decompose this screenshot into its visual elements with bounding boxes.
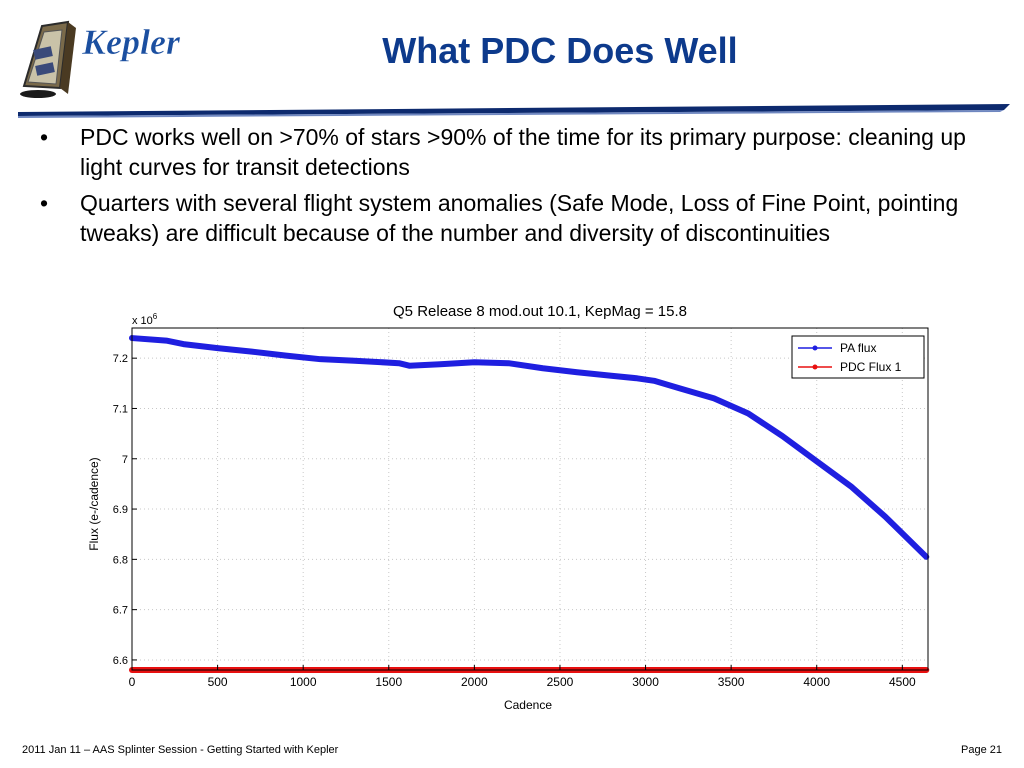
data-point (745, 411, 751, 416)
bullet-item: • PDC works well on >70% of stars >90% o… (40, 122, 1000, 182)
x-tick-label: 0 (129, 675, 136, 689)
data-point (317, 356, 323, 362)
data-point (574, 369, 580, 375)
data-point (608, 373, 614, 379)
x-tick-label: 500 (208, 675, 228, 689)
legend-label: PDC Flux 1 (840, 360, 902, 374)
data-point (249, 349, 255, 355)
legend-marker (812, 364, 818, 370)
logo-text: Kepler (81, 22, 181, 62)
flux-chart: 0 500 1000 1500 2000 2500 3000 3500 4000 4500 6.6 6… (87, 303, 930, 712)
y-tick-label: 7.2 (113, 353, 128, 365)
y-multiplier-exp: 6 (153, 312, 158, 321)
bullet-item: • Quarters with several flight system an… (40, 188, 1000, 248)
plot-area (132, 328, 928, 670)
data-point (283, 353, 289, 359)
data-point (506, 360, 512, 366)
bullet-text: PDC works well on >70% of stars >90% of … (80, 124, 966, 180)
data-point (651, 378, 657, 384)
y-axis-label: Flux (e-/cadence) (87, 457, 101, 550)
x-tick-label: 3000 (632, 675, 659, 689)
data-point (163, 338, 169, 344)
bullet-symbol: • (40, 190, 49, 216)
data-point (908, 539, 914, 545)
data-point (882, 514, 888, 520)
data-point (677, 385, 683, 391)
y-tick-label: 7 (122, 454, 128, 466)
data-point (406, 363, 412, 369)
bullet-text: Quarters with several flight system anom… (80, 190, 959, 246)
title-divider (18, 104, 1010, 118)
data-point (180, 341, 186, 347)
y-multiplier-base: x 10 (132, 315, 153, 327)
y-tick-label: 7.1 (113, 403, 128, 415)
chart-legend: PA flux PDC Flux 1 (791, 335, 925, 379)
footer-text: 2011 Jan 11 – AAS Splinter Session - Get… (22, 744, 339, 756)
data-point (352, 358, 358, 364)
y-tick-label: 6.7 (113, 605, 128, 617)
bullet-list: • PDC works well on >70% of stars >90% o… (40, 122, 1000, 254)
x-tick-label: 2500 (547, 675, 574, 689)
plot-frame (131, 327, 929, 671)
data-point (396, 360, 402, 366)
legend-box (791, 335, 925, 379)
x-tick-label: 1000 (290, 675, 317, 689)
legend-marker (812, 345, 818, 351)
data-point (540, 365, 546, 371)
y-multiplier: x 106 (132, 312, 158, 327)
y-tick-label: 6.8 (113, 554, 128, 566)
data-point (634, 375, 640, 381)
chart-axes: 0 500 1000 1500 2000 2500 3000 3500 4000 4500 6.6 6… (113, 327, 929, 689)
chart-grid (131, 328, 928, 670)
x-tick-label: 3500 (718, 675, 745, 689)
chart-title: Q5 Release 8 mod.out 10.1, KepMag = 15.8 (393, 303, 687, 320)
data-point (471, 359, 477, 365)
data-point (848, 483, 854, 489)
y-tick-label: 6.6 (113, 655, 128, 667)
page-number: Page 21 (961, 744, 1002, 756)
page-title: What PDC Does Well (382, 30, 738, 71)
bullet-symbol: • (40, 124, 49, 150)
x-tick-label: 4000 (803, 675, 830, 689)
y-tick-label: 6.9 (113, 504, 128, 516)
data-point (437, 361, 443, 367)
x-tick-label: 1500 (375, 675, 402, 689)
x-tick-label: 2000 (461, 675, 488, 689)
data-point (711, 395, 717, 401)
data-point (814, 458, 820, 464)
data-point (779, 433, 785, 439)
x-axis-label: Cadence (504, 698, 552, 712)
x-tick-label: 4500 (889, 675, 916, 689)
kepler-logo: Kepler (20, 20, 181, 98)
data-point (215, 345, 221, 351)
legend-label: PA flux (840, 341, 876, 355)
series-pa-flux (129, 335, 930, 560)
spacecraft-icon (20, 20, 76, 98)
